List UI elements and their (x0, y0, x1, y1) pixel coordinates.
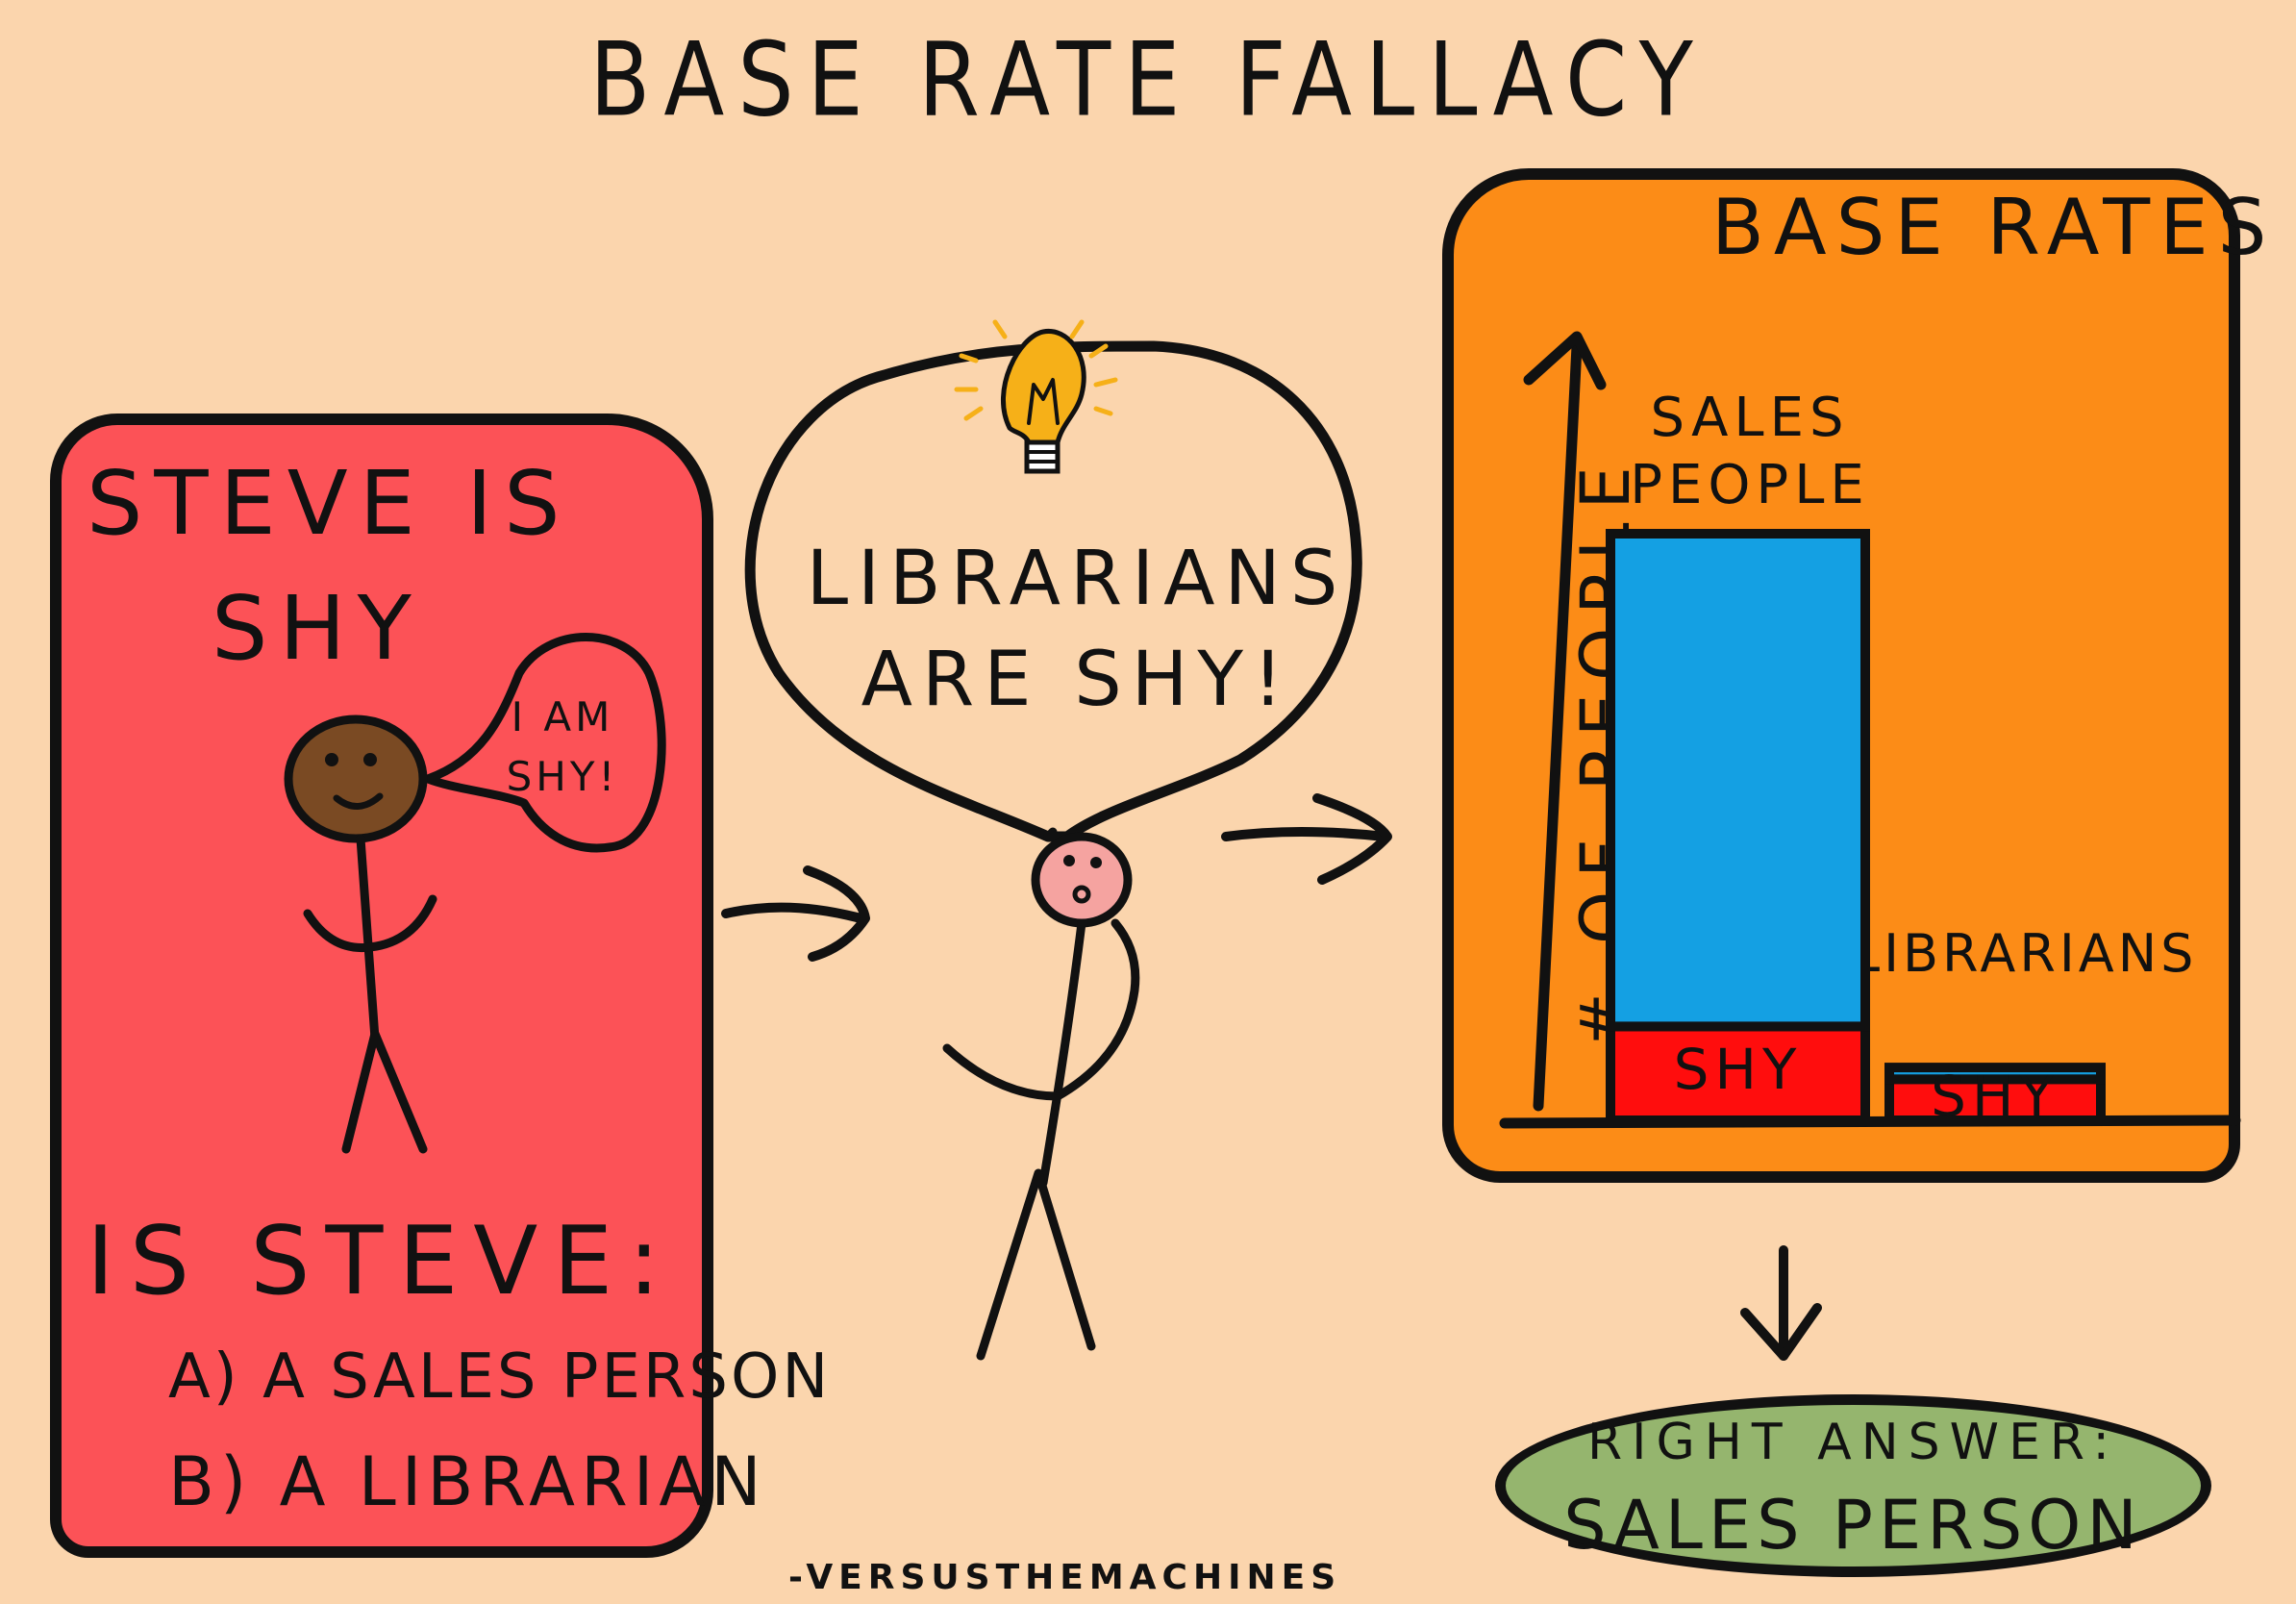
steve-face (284, 714, 428, 843)
lightbulb-icon (954, 319, 1118, 474)
statement-line2: SHY (212, 577, 423, 680)
steve-figure (284, 714, 437, 1154)
librarians-label: LIBRARIANS (1851, 923, 2198, 984)
thought-text: LIBRARIANS ARE SHY! (788, 529, 1365, 731)
page-title: BASE RATE FALLACY (589, 20, 1707, 140)
speech-bubble (423, 633, 666, 853)
bar-rest-sales-people (1606, 529, 1870, 1032)
question-heading: IS STEVE: (87, 1207, 676, 1316)
speech-bubble-text: I AM SHY! (506, 693, 619, 800)
credit: -VERSUSTHEMACHINES (788, 1558, 1342, 1597)
answer-heading: RIGHT ANSWER: (1587, 1414, 2119, 1471)
y-axis (1533, 340, 1583, 1112)
statement-line1: STEVE IS (87, 452, 572, 555)
sales-people-label: SALES PEOPLE (1630, 387, 1870, 516)
option-a: A) A SALES PERSON (168, 1341, 832, 1413)
y-axis-arrowhead (1523, 331, 1607, 390)
answer-oval (1495, 1394, 2211, 1577)
thought-line2: ARE SHY! (861, 637, 1293, 723)
thinker-figure (942, 827, 1140, 1361)
steve-panel (50, 414, 713, 1558)
thought-bubble (744, 340, 1362, 842)
chart-title: BASE RATES (1711, 183, 2277, 272)
bar-shy-sales-people (1606, 1021, 1870, 1126)
shy-label-sales-people: SHY (1673, 1037, 1803, 1103)
arrow-down-icon (1740, 1245, 1822, 1361)
thought-line1: LIBRARIANS (806, 536, 1348, 622)
option-b: B) A LIBRARIAN (168, 1442, 767, 1521)
answer-value: SALES PERSON (1563, 1486, 2143, 1565)
arrow-right-icon (1221, 793, 1392, 885)
arrow-right-icon (721, 865, 870, 962)
bar-rest-librarians (1884, 1063, 2106, 1085)
shy-label-librarians: SHY (1931, 1063, 2059, 1129)
